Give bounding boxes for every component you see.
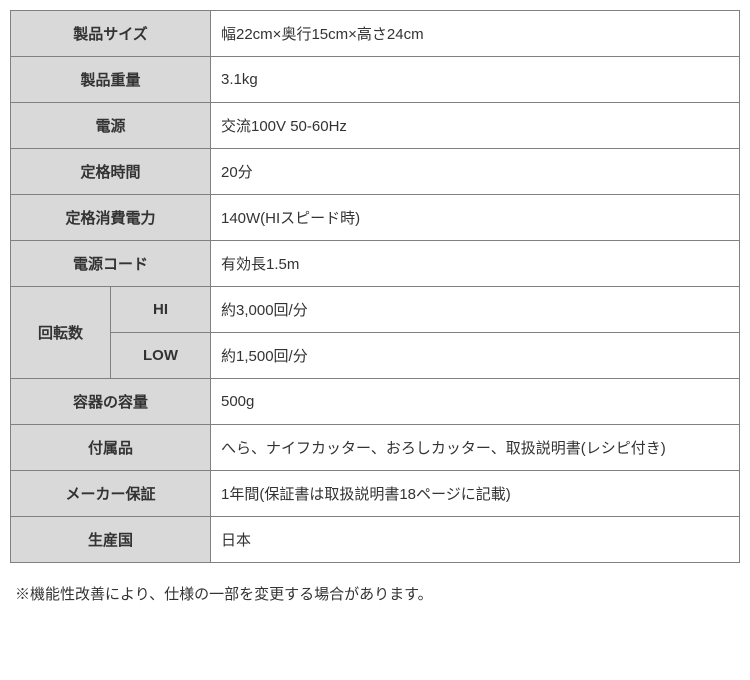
spec-value-rotation-low: 約1,500回/分	[211, 333, 740, 379]
footnote-text: ※機能性改善により、仕様の一部を変更する場合があります。	[10, 583, 740, 604]
table-row: 製品サイズ 幅22cm×奥行15cm×高さ24cm	[11, 11, 740, 57]
specifications-table: 製品サイズ 幅22cm×奥行15cm×高さ24cm 製品重量 3.1kg 電源 …	[10, 10, 740, 563]
table-row: 回転数 HI 約3,000回/分	[11, 287, 740, 333]
spec-value-product-size: 幅22cm×奥行15cm×高さ24cm	[211, 11, 740, 57]
spec-value-rated-power: 140W(HIスピード時)	[211, 195, 740, 241]
spec-value-power-source: 交流100V 50-60Hz	[211, 103, 740, 149]
spec-label-rated-time: 定格時間	[11, 149, 211, 195]
table-row: 製品重量 3.1kg	[11, 57, 740, 103]
spec-value-rotation-hi: 約3,000回/分	[211, 287, 740, 333]
spec-value-container-capacity: 500g	[211, 379, 740, 425]
spec-label-country: 生産国	[11, 517, 211, 563]
table-row: メーカー保証 1年間(保証書は取扱説明書18ページに記載)	[11, 471, 740, 517]
table-row: 電源 交流100V 50-60Hz	[11, 103, 740, 149]
table-row: 電源コード 有効長1.5m	[11, 241, 740, 287]
table-row: 付属品 へら、ナイフカッター、おろしカッター、取扱説明書(レシピ付き)	[11, 425, 740, 471]
table-row: 容器の容量 500g	[11, 379, 740, 425]
table-row: 生産国 日本	[11, 517, 740, 563]
spec-label-product-size: 製品サイズ	[11, 11, 211, 57]
spec-label-warranty: メーカー保証	[11, 471, 211, 517]
spec-sublabel-rotation-low: LOW	[111, 333, 211, 379]
spec-label-accessories: 付属品	[11, 425, 211, 471]
table-row: LOW 約1,500回/分	[11, 333, 740, 379]
spec-label-container-capacity: 容器の容量	[11, 379, 211, 425]
spec-value-product-weight: 3.1kg	[211, 57, 740, 103]
spec-value-warranty: 1年間(保証書は取扱説明書18ページに記載)	[211, 471, 740, 517]
spec-label-rated-power: 定格消費電力	[11, 195, 211, 241]
spec-value-rated-time: 20分	[211, 149, 740, 195]
spec-sublabel-rotation-hi: HI	[111, 287, 211, 333]
spec-label-rotation: 回転数	[11, 287, 111, 379]
spec-value-accessories: へら、ナイフカッター、おろしカッター、取扱説明書(レシピ付き)	[211, 425, 740, 471]
table-row: 定格時間 20分	[11, 149, 740, 195]
spec-label-power-source: 電源	[11, 103, 211, 149]
spec-label-product-weight: 製品重量	[11, 57, 211, 103]
spec-label-power-cord: 電源コード	[11, 241, 211, 287]
spec-value-power-cord: 有効長1.5m	[211, 241, 740, 287]
table-row: 定格消費電力 140W(HIスピード時)	[11, 195, 740, 241]
spec-value-country: 日本	[211, 517, 740, 563]
